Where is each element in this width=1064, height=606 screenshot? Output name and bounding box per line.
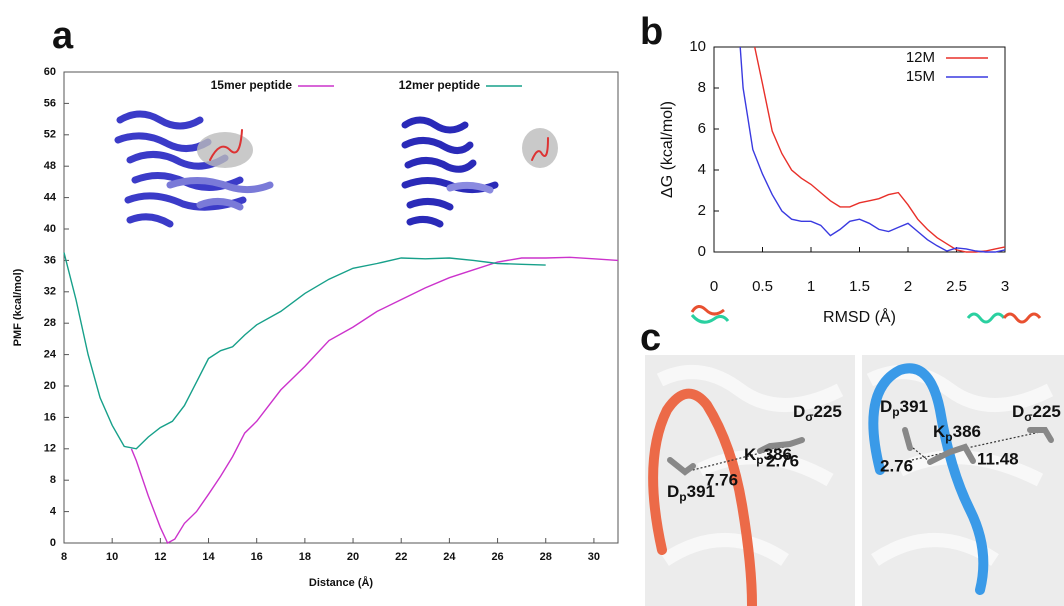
- residue-name: D: [1012, 402, 1024, 421]
- y-tick-label: 8: [50, 474, 56, 486]
- residue-number: 386: [953, 422, 981, 441]
- y-tick-label: 4: [698, 161, 706, 178]
- y-tick-label: 6: [698, 120, 706, 137]
- legend-label: 12M: [906, 49, 935, 66]
- residue-subscript: p: [756, 453, 763, 467]
- x-axis-label: RMSD (Å): [823, 307, 896, 326]
- y-tick-label: 0: [698, 243, 706, 260]
- residue-number: 225: [1033, 402, 1061, 421]
- residue-number: 225: [814, 402, 842, 421]
- x-tick-label: 18: [299, 551, 311, 563]
- x-tick-label: 30: [588, 551, 600, 563]
- y-tick-label: 28: [44, 317, 56, 329]
- x-tick-label: 3: [1001, 278, 1009, 295]
- x-tick-label: 20: [347, 551, 359, 563]
- distance-label: 7.76: [705, 470, 738, 489]
- y-tick-label: 60: [44, 66, 56, 78]
- residue-number: 386: [764, 445, 792, 464]
- chart: b 0 2 4 6 8 10 0 0.5 1 1.5 2 2.5 3 ΔG (kcal/mol) RMSD (…: [640, 11, 1009, 326]
- residue-label: Kp386: [744, 445, 792, 467]
- residue-name: K: [744, 445, 757, 464]
- residue-subscript: p: [679, 490, 686, 504]
- residue-name: D: [667, 482, 679, 501]
- y-tick-label: 56: [44, 97, 56, 109]
- series-line: [130, 256, 619, 544]
- legend-label: 15mer peptide: [211, 78, 293, 92]
- x-axis-label: Distance (Å): [309, 576, 374, 589]
- y-tick-label: 16: [44, 411, 56, 423]
- x-tick-label: 10: [106, 551, 118, 563]
- x-tick-label: 0: [710, 278, 718, 295]
- peptide-icon: [690, 305, 1042, 324]
- y-tick-label: 44: [44, 192, 57, 204]
- y-tick-label: 0: [50, 537, 56, 549]
- residue-subscript: σ: [805, 410, 813, 424]
- residue-label: Dp391: [880, 397, 928, 419]
- distance-label: 11.48: [977, 449, 1019, 468]
- y-tick-label: 2: [698, 202, 706, 219]
- legend-label: 15M: [906, 68, 935, 85]
- y-tick-label: 12: [44, 443, 56, 455]
- y-tick-label: 20: [44, 380, 56, 392]
- residue-subscript: p: [892, 405, 899, 419]
- residue-name: K: [933, 422, 946, 441]
- y-axis-label: ΔG (kcal/mol): [659, 101, 676, 198]
- x-tick-label: 26: [491, 551, 503, 563]
- residue-subscript: σ: [1024, 410, 1032, 424]
- residue-name: D: [793, 402, 805, 421]
- y-tick-label: 8: [698, 79, 706, 96]
- x-tick-label: 1.5: [849, 278, 870, 295]
- panel-label: a: [52, 15, 74, 57]
- x-tick-label: 14: [202, 551, 215, 563]
- y-tick-label: 48: [44, 160, 56, 172]
- y-tick-label: 4: [50, 506, 57, 518]
- panel-label: c: [640, 317, 661, 359]
- series-line: [739, 46, 1006, 253]
- residue-label: Kp386: [933, 422, 981, 444]
- x-tick-label: 12: [154, 551, 166, 563]
- distance-label: 2.76: [766, 451, 799, 470]
- y-tick-label: 40: [44, 223, 56, 235]
- x-tick-label: 2.5: [946, 278, 967, 295]
- series-line: [754, 46, 1006, 253]
- residue-label: Dσ225: [793, 402, 842, 424]
- y-tick-label: 10: [689, 38, 706, 55]
- series-line: [63, 252, 546, 450]
- residue-name: D: [880, 397, 892, 416]
- plot-frame: [63, 71, 619, 544]
- y-tick-label: 24: [44, 349, 57, 361]
- distance-label: 2.76: [880, 456, 913, 475]
- x-tick-label: 2: [904, 278, 912, 295]
- y-tick-label: 52: [44, 129, 56, 141]
- structure-image: [645, 355, 1064, 606]
- x-tick-label: 28: [540, 551, 552, 563]
- x-tick-label: 16: [251, 551, 263, 563]
- protein-illustration: [114, 110, 558, 228]
- y-axis-label: PMF (kcal/mol): [12, 268, 24, 346]
- residue-label: Dp391: [667, 482, 715, 504]
- residue-number: 391: [687, 482, 715, 501]
- x-tick-label: 22: [395, 551, 407, 563]
- panel-label: b: [640, 11, 663, 53]
- residue-label: Dσ225: [1012, 402, 1061, 424]
- y-tick-label: 36: [44, 254, 56, 266]
- y-tick-label: 32: [44, 286, 56, 298]
- legend-label: 12mer peptide: [399, 78, 481, 92]
- x-tick-label: 1: [807, 278, 815, 295]
- residue-subscript: p: [945, 430, 952, 444]
- x-tick-label: 8: [61, 551, 67, 563]
- x-tick-label: 24: [443, 551, 456, 563]
- x-tick-label: 0.5: [752, 278, 773, 295]
- residue-number: 391: [900, 397, 928, 416]
